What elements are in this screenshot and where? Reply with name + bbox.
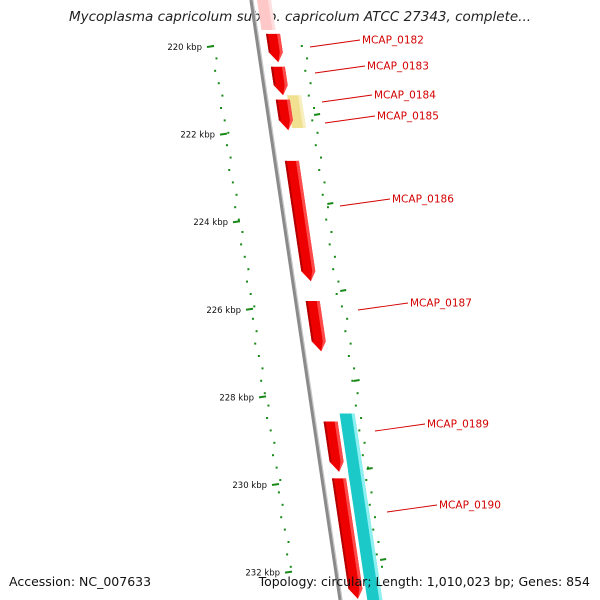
axis-tick bbox=[219, 132, 228, 136]
gene-features bbox=[257, 0, 383, 600]
gene-label-leader bbox=[321, 94, 373, 103]
backbone-highlight bbox=[252, 0, 343, 600]
feature-highlight bbox=[351, 413, 365, 480]
gene-label-mcap_0184[interactable]: MCAP_0184 bbox=[374, 90, 436, 102]
axis-tick bbox=[258, 395, 267, 399]
gene-highlight bbox=[281, 66, 288, 96]
rna-feature-mcap_0189[interactable] bbox=[339, 413, 365, 480]
gene-shadow bbox=[275, 99, 281, 121]
gc-dash-right bbox=[327, 202, 334, 205]
gene-shadow bbox=[284, 160, 304, 272]
feature-highlight bbox=[298, 95, 306, 128]
genome-summary: Topology: circular; Length: 1,010,023 bp… bbox=[258, 574, 590, 589]
gene-highlight bbox=[334, 421, 344, 472]
gene-label-mcap_0186[interactable]: MCAP_0186 bbox=[392, 194, 454, 206]
gene-body bbox=[284, 160, 316, 282]
tick-label: 222 kbp bbox=[180, 131, 215, 141]
axis-tick bbox=[284, 570, 293, 574]
gene-mcap_0182[interactable] bbox=[266, 33, 283, 63]
gene-highlight bbox=[316, 301, 326, 352]
gene-shadow bbox=[323, 421, 332, 462]
gc-dash-right bbox=[353, 379, 360, 382]
gene-shadow bbox=[266, 33, 271, 53]
gene-body bbox=[332, 478, 363, 599]
feature-body bbox=[348, 470, 383, 600]
tick-label: 230 kbp bbox=[232, 481, 267, 491]
tick-label: 228 kbp bbox=[219, 393, 254, 403]
tick-label: 226 kbp bbox=[206, 306, 241, 316]
tick-label: 232 kbp bbox=[245, 569, 280, 579]
tick-label: 220 kbp bbox=[167, 43, 202, 53]
gene-label-mcap_0189[interactable]: MCAP_0189 bbox=[427, 419, 489, 431]
feature-highlight bbox=[268, 0, 276, 30]
gene-shadow bbox=[332, 478, 351, 589]
gene-mcap_0183[interactable] bbox=[270, 66, 288, 96]
feature-body bbox=[339, 413, 365, 480]
gc-dash-right bbox=[340, 289, 347, 292]
gene-highlight bbox=[295, 160, 316, 282]
gene-mcap_0187[interactable] bbox=[305, 301, 326, 352]
gene-label-mcap_0185[interactable]: MCAP_0185 bbox=[377, 111, 439, 123]
axis-tick bbox=[245, 307, 254, 311]
gene-label-leader bbox=[314, 65, 366, 74]
gene-label-leader bbox=[386, 504, 438, 513]
gc-content-dots bbox=[211, 45, 387, 568]
accession-text: Accession: NC_007633 bbox=[9, 574, 152, 589]
gene-label-leader bbox=[309, 39, 361, 48]
axis-tick bbox=[271, 483, 280, 486]
rna-feature-mcap_0190[interactable] bbox=[348, 470, 383, 600]
gene-mcap_0185[interactable] bbox=[275, 99, 293, 131]
axis-ticks: 220 kbp 222 kbp 224 kbp 226 kbp 228 kbp 230 k… bbox=[167, 43, 293, 579]
gene-label-leader bbox=[339, 198, 391, 207]
gene-label-mcap_0190[interactable]: MCAP_0190 bbox=[439, 500, 501, 512]
gene-label-mcap_0182[interactable]: MCAP_0182 bbox=[362, 35, 424, 47]
gene-label-mcap_0183[interactable]: MCAP_0183 bbox=[367, 61, 429, 73]
gene-label-leader bbox=[357, 302, 409, 311]
gene-mcap_0190[interactable] bbox=[332, 478, 363, 599]
gene-mcap_0189[interactable] bbox=[323, 421, 344, 472]
gc-dash-right bbox=[366, 467, 373, 470]
gene-labels: MCAP_0182 MCAP_0183 MCAP_0184 MCAP_0185 MCAP… bbox=[309, 35, 501, 513]
gene-shadow bbox=[270, 66, 276, 86]
gene-label-leader bbox=[374, 423, 426, 432]
feature-highlight bbox=[360, 470, 383, 600]
gene-label-leader bbox=[324, 115, 376, 124]
gene-label-mcap_0187[interactable]: MCAP_0187 bbox=[410, 298, 472, 310]
gene-highlight bbox=[343, 478, 363, 599]
gene-mcap_0186[interactable] bbox=[284, 160, 316, 282]
gc-dash-right bbox=[313, 113, 321, 116]
tick-label: 224 kbp bbox=[193, 218, 228, 228]
gene-faint-feature[interactable] bbox=[257, 0, 276, 30]
gene-shadow bbox=[305, 301, 314, 342]
backbone-line bbox=[249, 0, 342, 600]
backbone-track bbox=[249, 0, 343, 600]
axis-tick bbox=[206, 45, 215, 48]
gc-dash-right bbox=[379, 558, 387, 561]
gene-highlight bbox=[286, 99, 293, 131]
map-title: Mycoplasma capricolum subsp. capricolum … bbox=[68, 9, 532, 25]
axis-tick bbox=[232, 220, 241, 224]
gene-highlight bbox=[277, 33, 283, 63]
